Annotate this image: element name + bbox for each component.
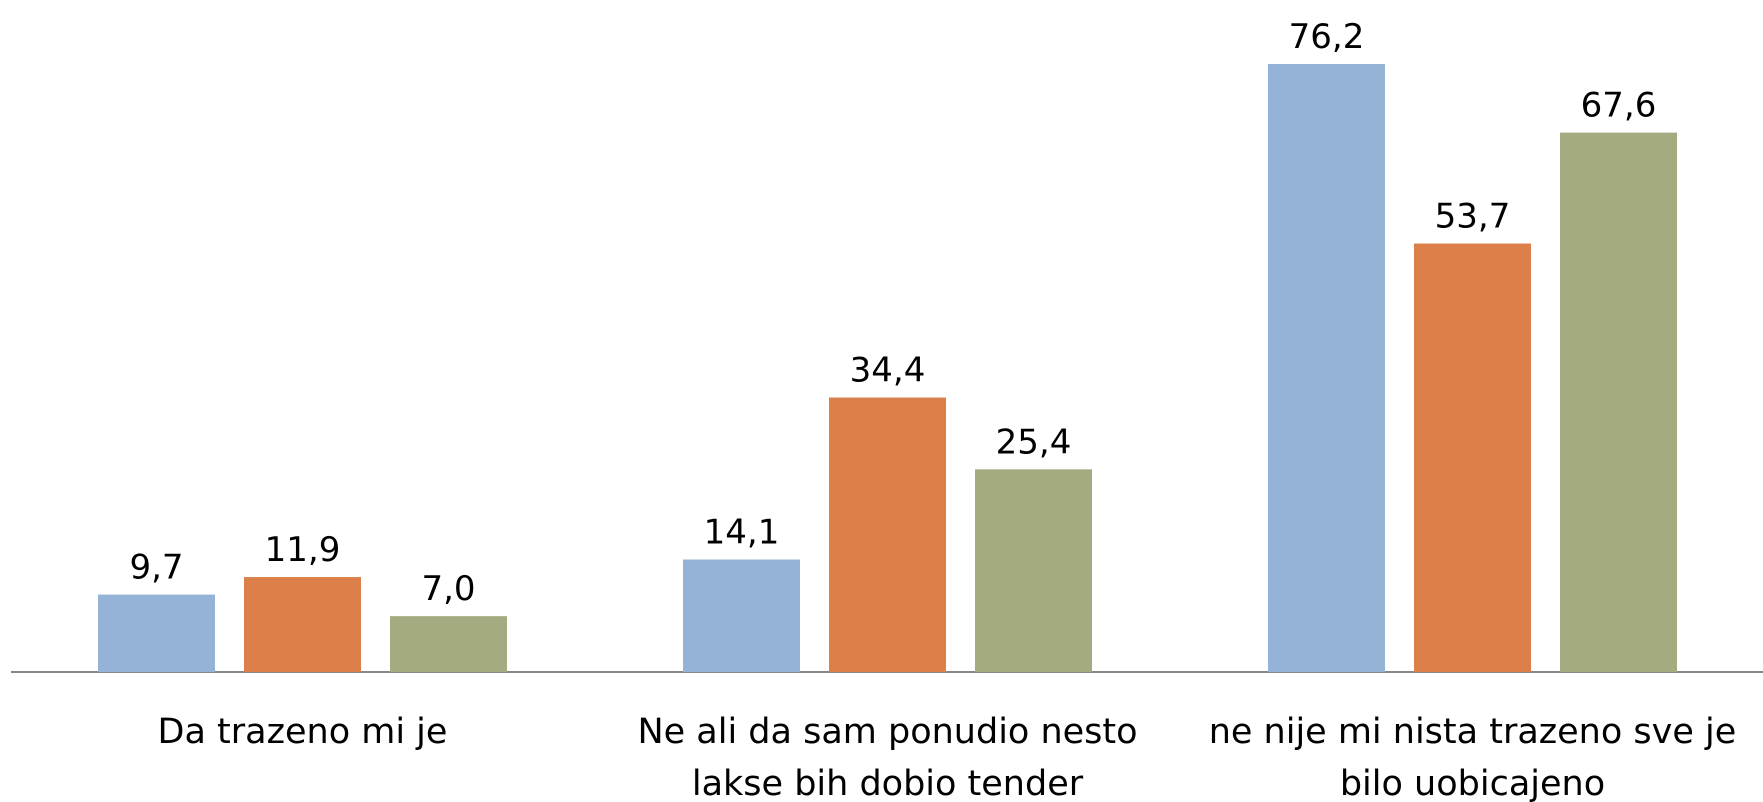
value-label: 11,9: [265, 530, 341, 570]
bar: [829, 397, 946, 672]
bar: [1560, 132, 1677, 673]
bar: [98, 594, 215, 672]
value-label: 34,4: [850, 351, 926, 391]
value-label: 53,7: [1435, 197, 1511, 237]
x-tick-label: Da trazeno mi je: [157, 712, 448, 752]
x-tick-label: ne nije mi nista trazeno sve je bilo uob…: [1208, 712, 1737, 802]
bar: [975, 469, 1092, 672]
bar: [683, 559, 800, 672]
x-tick-label: Ne ali da sam ponudio nesto lakse bih do…: [637, 712, 1138, 802]
bar: [1268, 64, 1385, 672]
value-label: 67,6: [1581, 86, 1657, 126]
value-label: 9,7: [129, 548, 183, 588]
value-label: 25,4: [996, 422, 1072, 462]
value-label: 7,0: [421, 569, 475, 609]
value-label: 76,2: [1289, 17, 1365, 57]
bar: [390, 616, 507, 672]
bar: [244, 577, 361, 672]
value-label: 14,1: [704, 512, 780, 552]
bar: [1414, 243, 1531, 672]
